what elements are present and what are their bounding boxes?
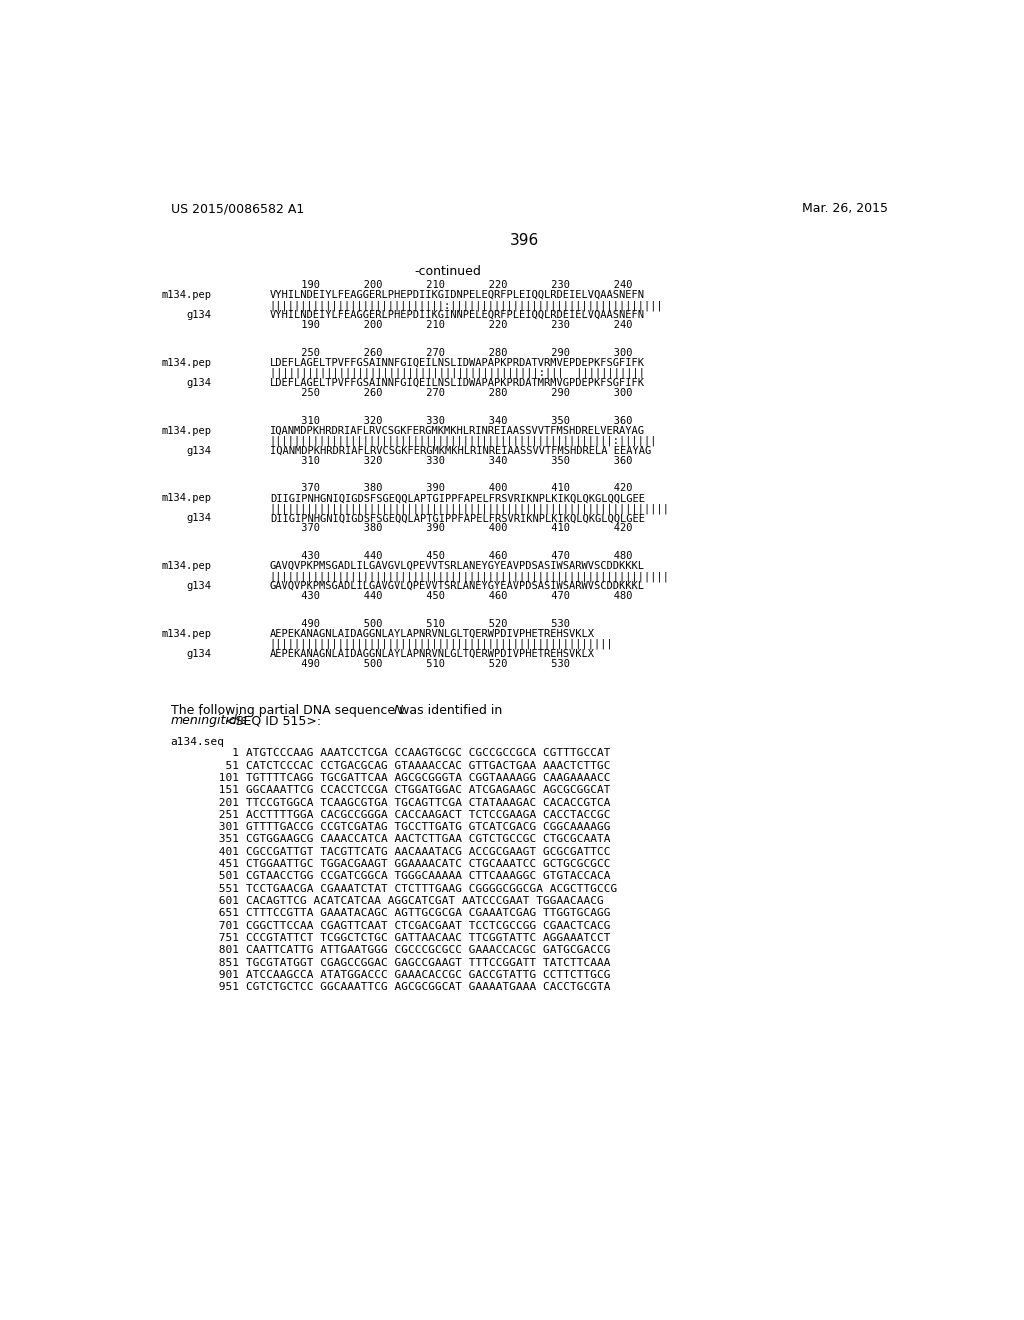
Text: ||||||||||||||||||||||||||||:||||||||||||||||||||||||||||||||||: ||||||||||||||||||||||||||||:|||||||||||…	[270, 300, 664, 310]
Text: GAVQVPKPMSGADLILGAVGVLQPEVVTSRLANEYGYEAVPDSASIWSARWVSCDDKKKL: GAVQVPKPMSGADLILGAVGVLQPEVVTSRLANEYGYEAV…	[270, 581, 645, 591]
Text: ||||||||||||||||||||||||||||||||||||||||||||||||||||||||||||||||: ||||||||||||||||||||||||||||||||||||||||…	[270, 572, 670, 582]
Text: m134.pep: m134.pep	[162, 561, 212, 572]
Text: 370       380       390       400       410       420: 370 380 390 400 410 420	[270, 524, 633, 533]
Text: 901: 901	[212, 970, 239, 979]
Text: GGCAAATTCG CCACCTCCGA CTGGATGGAC ATCGAGAAGC AGCGCGGCAT: GGCAAATTCG CCACCTCCGA CTGGATGGAC ATCGAGA…	[246, 785, 610, 795]
Text: VYHILNDEIYLFEAGGERLPHEPDIIKGINNPELEQRFPLEIQQLRDEIELVQAASNEFN: VYHILNDEIYLFEAGGERLPHEPDIIKGINNPELEQRFPL…	[270, 310, 645, 319]
Text: g134: g134	[186, 446, 212, 455]
Text: 651: 651	[212, 908, 239, 919]
Text: 310       320       330       340       350       360: 310 320 330 340 350 360	[270, 455, 633, 466]
Text: m134.pep: m134.pep	[162, 290, 212, 300]
Text: CTTTCCGTTA GAAATACAGC AGTTGCGCGA CGAAATCGAG TTGGTGCAGG: CTTTCCGTTA GAAATACAGC AGTTGCGCGA CGAAATC…	[246, 908, 610, 919]
Text: GAVQVPKPMSGADLILGAVGVLQPEVVTSRLANEYGYEAVPDSASIWSARWVSCDDKKKL: GAVQVPKPMSGADLILGAVGVLQPEVVTSRLANEYGYEAV…	[270, 561, 645, 572]
Text: 551: 551	[212, 884, 239, 894]
Text: GTTTTGACCG CCGTCGATAG TGCCTTGATG GTCATCGACG CGGCAAAAGG: GTTTTGACCG CCGTCGATAG TGCCTTGATG GTCATCG…	[246, 822, 610, 832]
Text: 851: 851	[212, 958, 239, 968]
Text: a134.seq: a134.seq	[171, 738, 224, 747]
Text: |||||||||||||||||||||||||||||||||||||||||||||||||||||||:||||||: ||||||||||||||||||||||||||||||||||||||||…	[270, 436, 657, 446]
Text: IQANMDPKHRDRIAFLRVCSGKFERGMKMKHLRINREIAASSVVTFMSHDRELVERAYAG: IQANMDPKHRDRIAFLRVCSGKFERGMKMKHLRINREIAA…	[270, 425, 645, 436]
Text: 451: 451	[212, 859, 239, 869]
Text: 430       440       450       460       470       480: 430 440 450 460 470 480	[270, 552, 633, 561]
Text: 601: 601	[212, 896, 239, 906]
Text: DIIGIPNHGNIQIGDSFSGEQQLAPTGIPPFAPELFRSVRIKNPLKIKQLQKGLQQLGEE: DIIGIPNHGNIQIGDSFSGEQQLAPTGIPPFAPELFRSVR…	[270, 494, 645, 503]
Text: ||||||||||||||||||||||||||||||||||||||||||||||||||||||||||||||||: ||||||||||||||||||||||||||||||||||||||||…	[270, 503, 670, 513]
Text: g134: g134	[186, 581, 212, 591]
Text: 801: 801	[212, 945, 239, 956]
Text: CGTAACCTGG CCGATCGGCA TGGGCAAAAA CTTCAAAGGC GTGTACCACA: CGTAACCTGG CCGATCGGCA TGGGCAAAAA CTTCAAA…	[246, 871, 610, 882]
Text: DIIGIPNHGNIQIGDSFSGEQQLAPTGIPPFAPELFRSVRIKNPLKIKQLQKGLQQLGEE: DIIGIPNHGNIQIGDSFSGEQQLAPTGIPPFAPELFRSVR…	[270, 513, 645, 523]
Text: CGGCTTCCAA CGAGTTCAAT CTCGACGAAT TCCTCGCCGG CGAACTCACG: CGGCTTCCAA CGAGTTCAAT CTCGACGAAT TCCTCGC…	[246, 921, 610, 931]
Text: 101: 101	[212, 774, 239, 783]
Text: 250       260       270       280       290       300: 250 260 270 280 290 300	[270, 348, 633, 358]
Text: m134.pep: m134.pep	[162, 358, 212, 368]
Text: 190       200       210       220       230       240: 190 200 210 220 230 240	[270, 280, 633, 290]
Text: 351: 351	[212, 834, 239, 845]
Text: 430       440       450       460       470       480: 430 440 450 460 470 480	[270, 591, 633, 601]
Text: N.: N.	[393, 704, 407, 717]
Text: IQANMDPKHRDRIAFLRVCSGKFERGMKMKHLRINREIAASSVVTFMSHDRELA EEAYAG: IQANMDPKHRDRIAFLRVCSGKFERGMKMKHLRINREIAA…	[270, 446, 651, 455]
Text: 751: 751	[212, 933, 239, 942]
Text: ACCTTTTGGA CACGCCGGGA CACCAAGACT TCTCCGAAGA CACCTACCGC: ACCTTTTGGA CACGCCGGGA CACCAAGACT TCTCCGA…	[246, 810, 610, 820]
Text: CATCTCCCAC CCTGACGCAG GTAAAACCAC GTTGACTGAA AAACTCTTGC: CATCTCCCAC CCTGACGCAG GTAAAACCAC GTTGACT…	[246, 760, 610, 771]
Text: m134.pep: m134.pep	[162, 628, 212, 639]
Text: 490       500       510       520       530: 490 500 510 520 530	[270, 659, 569, 669]
Text: CGCCGATTGT TACGTTCATG AACAAATACG ACCGCGAAGT GCGCGATTCC: CGCCGATTGT TACGTTCATG AACAAATACG ACCGCGA…	[246, 847, 610, 857]
Text: <SEQ ID 515>:: <SEQ ID 515>:	[221, 714, 322, 727]
Text: 396: 396	[510, 234, 540, 248]
Text: TGCGTATGGT CGAGCCGGAC GAGCCGAAGT TTTCCGGATT TATCTTCAAA: TGCGTATGGT CGAGCCGGAC GAGCCGAAGT TTTCCGG…	[246, 958, 610, 968]
Text: VYHILNDEIYLFEAGGERLPHEPDIIKGIDNPELEQRFPLEIQQLRDEIELVQAASNEFN: VYHILNDEIYLFEAGGERLPHEPDIIKGIDNPELEQRFPL…	[270, 290, 645, 300]
Text: Mar. 26, 2015: Mar. 26, 2015	[802, 202, 888, 215]
Text: -continued: -continued	[415, 264, 481, 277]
Text: LDEFLAGELTPVFFGSAINNFGIQEILNSLIDWAPAPKPRDATMRMVGPDEPKFSGFIFK: LDEFLAGELTPVFFGSAINNFGIQEILNSLIDWAPAPKPR…	[270, 378, 645, 388]
Text: g134: g134	[186, 378, 212, 388]
Text: ATCCAAGCCA ATATGGACCC GAAACACCGC GACCGTATTG CCTTCTTGCG: ATCCAAGCCA ATATGGACCC GAAACACCGC GACCGTA…	[246, 970, 610, 979]
Text: CGTCTGCTCC GGCAAATTCG AGCGCGGCAT GAAAATGAAA CACCTGCGTA: CGTCTGCTCC GGCAAATTCG AGCGCGGCAT GAAAATG…	[246, 982, 610, 993]
Text: g134: g134	[186, 310, 212, 319]
Text: 951: 951	[212, 982, 239, 993]
Text: 201: 201	[212, 797, 239, 808]
Text: CTGGAATTGC TGGACGAAGT GGAAAACATC CTGCAAATCC GCTGCGCGCC: CTGGAATTGC TGGACGAAGT GGAAAACATC CTGCAAA…	[246, 859, 610, 869]
Text: meningitidis: meningitidis	[171, 714, 248, 727]
Text: 301: 301	[212, 822, 239, 832]
Text: 501: 501	[212, 871, 239, 882]
Text: 701: 701	[212, 921, 239, 931]
Text: 251: 251	[212, 810, 239, 820]
Text: AEPEKANAGNLAIDAGGNLAYLAPNRVNLGLTQERWPDIVPHETREHSVKLX: AEPEKANAGNLAIDAGGNLAYLAPNRVNLGLTQERWPDIV…	[270, 628, 595, 639]
Text: CACAGTTCG ACATCATCAA AGGCATCGAT AATCCCGAAT TGGAACAACG: CACAGTTCG ACATCATCAA AGGCATCGAT AATCCCGA…	[246, 896, 603, 906]
Text: m134.pep: m134.pep	[162, 494, 212, 503]
Text: CCCGTATTCT TCGGCTCTGC GATTAACAAC TTCGGTATTC AGGAAATCCT: CCCGTATTCT TCGGCTCTGC GATTAACAAC TTCGGTA…	[246, 933, 610, 942]
Text: 401: 401	[212, 847, 239, 857]
Text: 370       380       390       400       410       420: 370 380 390 400 410 420	[270, 483, 633, 494]
Text: m134.pep: m134.pep	[162, 425, 212, 436]
Text: 310       320       330       340       350       360: 310 320 330 340 350 360	[270, 416, 633, 425]
Text: TCCTGAACGA CGAAATCTAT CTCTTTGAAG CGGGGCGGCGA ACGCTTGCCG: TCCTGAACGA CGAAATCTAT CTCTTTGAAG CGGGGCG…	[246, 884, 617, 894]
Text: TGTTTTCAGG TGCGATTCAA AGCGCGGGTA CGGTAAAAGG CAAGAAAACC: TGTTTTCAGG TGCGATTCAA AGCGCGGGTA CGGTAAA…	[246, 774, 610, 783]
Text: 151: 151	[212, 785, 239, 795]
Text: CGTGGAAGCG CAAACCATCA AACTCTTGAA CGTCTGCCGC CTGCGCAATA: CGTGGAAGCG CAAACCATCA AACTCTTGAA CGTCTGC…	[246, 834, 610, 845]
Text: 190       200       210       220       230       240: 190 200 210 220 230 240	[270, 321, 633, 330]
Text: g134: g134	[186, 513, 212, 523]
Text: 490       500       510       520       530: 490 500 510 520 530	[270, 619, 569, 628]
Text: |||||||||||||||||||||||||||||||||||||||||||||||||||||||: ||||||||||||||||||||||||||||||||||||||||…	[270, 639, 613, 649]
Text: g134: g134	[186, 649, 212, 659]
Text: US 2015/0086582 A1: US 2015/0086582 A1	[171, 202, 304, 215]
Text: LDEFLAGELTPVFFGSAINNFGIQEILNSLIDWAPAPKPRDATVRMVEPDEPKFSGFIFK: LDEFLAGELTPVFFGSAINNFGIQEILNSLIDWAPAPKPR…	[270, 358, 645, 368]
Text: TTCCGTGGCA TCAAGCGTGA TGCAGTTCGA CTATAAAGAC CACACCGTCA: TTCCGTGGCA TCAAGCGTGA TGCAGTTCGA CTATAAA…	[246, 797, 610, 808]
Text: The following partial DNA sequence was identified in: The following partial DNA sequence was i…	[171, 704, 506, 717]
Text: CAATTCATTG ATTGAATGGG CGCCCGCGCC GAAACCACGC GATGCGACCG: CAATTCATTG ATTGAATGGG CGCCCGCGCC GAAACCA…	[246, 945, 610, 956]
Text: |||||||||||||||||||||||||||||||||||||||||||:|||  |||||||||||: ||||||||||||||||||||||||||||||||||||||||…	[270, 368, 645, 379]
Text: 1: 1	[212, 748, 239, 758]
Text: ATGTCCCAAG AAATCCTCGA CCAAGTGCGC CGCCGCCGCA CGTTTGCCAT: ATGTCCCAAG AAATCCTCGA CCAAGTGCGC CGCCGCC…	[246, 748, 610, 758]
Text: 250       260       270       280       290       300: 250 260 270 280 290 300	[270, 388, 633, 397]
Text: AEPEKANAGNLAIDAGGNLAYLAPNRVNLGLTQERWPDIVPHETREHSVKLX: AEPEKANAGNLAIDAGGNLAYLAPNRVNLGLTQERWPDIV…	[270, 649, 595, 659]
Text: 51: 51	[212, 760, 239, 771]
